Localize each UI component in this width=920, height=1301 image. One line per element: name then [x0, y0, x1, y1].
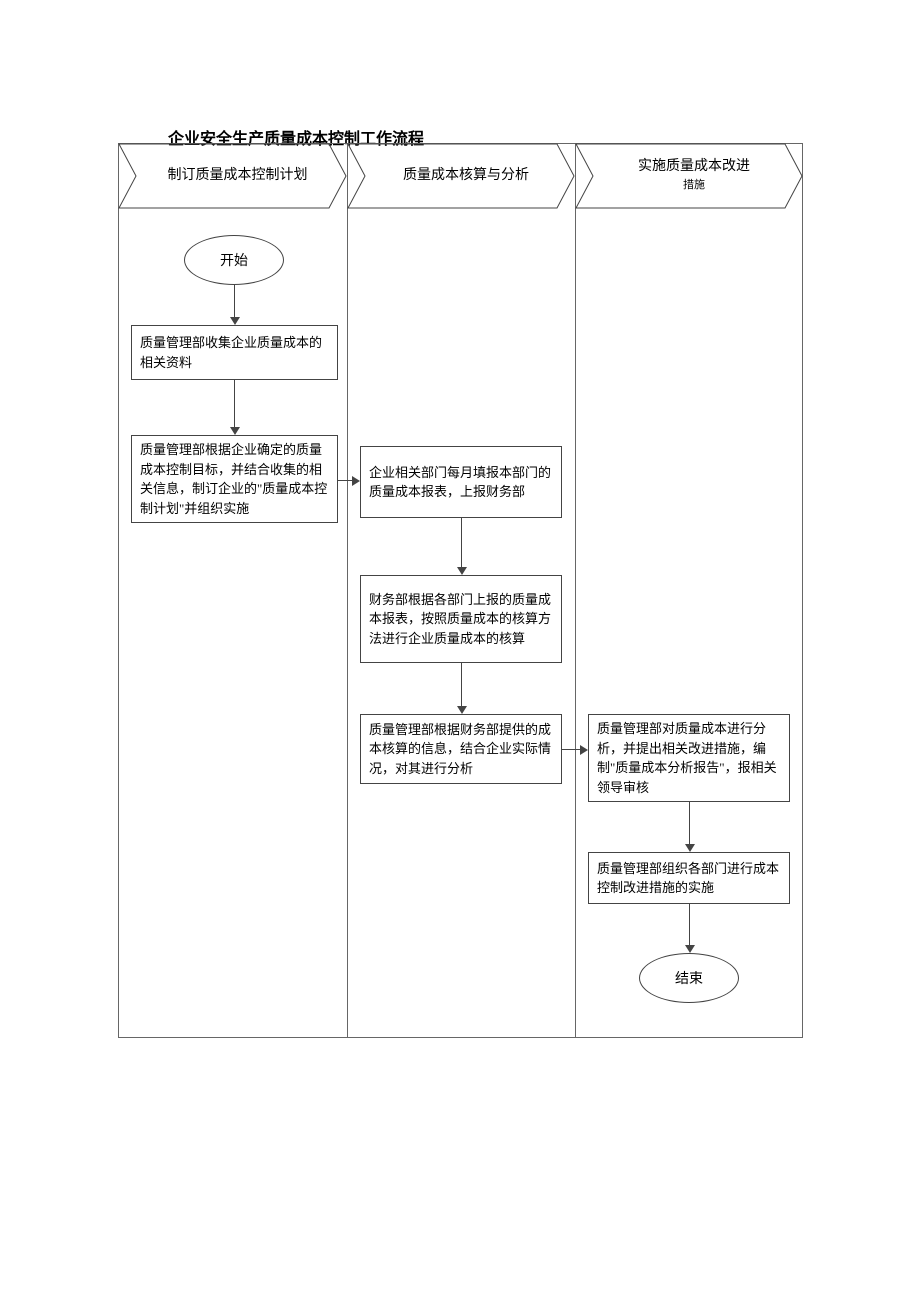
arrowhead-down-icon: [457, 567, 467, 575]
node-p2: 质量管理部根据企业确定的质量成本控制目标，并结合收集的相关信息，制订企业的"质量…: [131, 435, 338, 523]
lane-label: 质量成本核算与分析: [373, 167, 549, 185]
lane-label: 制订质量成本控制计划: [138, 167, 328, 185]
arrowhead-down-icon: [230, 427, 240, 435]
arrowhead-right-icon: [580, 745, 588, 755]
node-p7: 质量管理部组织各部门进行成本控制改进措施的实施: [588, 852, 790, 904]
node-end: 结束: [639, 953, 739, 1003]
node-p5: 质量管理部根据财务部提供的成本核算的信息，结合企业实际情况，对其进行分析: [360, 714, 562, 784]
edge-p2-p3: [338, 480, 352, 481]
arrowhead-down-icon: [230, 317, 240, 325]
edge-p3-p4: [461, 518, 462, 567]
node-p1: 质量管理部收集企业质量成本的相关资料: [131, 325, 338, 380]
lane-header-lane3: 实施质量成本改进措施: [575, 143, 803, 209]
edge-p1-p2: [234, 380, 235, 427]
arrowhead-right-icon: [352, 476, 360, 486]
edge-p7-end: [689, 904, 690, 945]
lane-label: 实施质量成本改进措施: [608, 158, 770, 194]
edge-p4-p5: [461, 663, 462, 706]
lane-header-lane2: 质量成本核算与分析: [347, 143, 575, 209]
swimlane-divider-1: [575, 143, 576, 1038]
node-p3: 企业相关部门每月填报本部门的质量成本报表，上报财务部: [360, 446, 562, 518]
edge-p5-p6: [562, 749, 580, 750]
edge-p6-p7: [689, 802, 690, 844]
node-start: 开始: [184, 235, 284, 285]
arrowhead-down-icon: [685, 844, 695, 852]
edge-start-p1: [234, 285, 235, 317]
node-p4: 财务部根据各部门上报的质量成本报表，按照质量成本的核算方法进行企业质量成本的核算: [360, 575, 562, 663]
node-p6: 质量管理部对质量成本进行分析，并提出相关改进措施，编制"质量成本分析报告"，报相…: [588, 714, 790, 802]
swimlane-divider-0: [347, 143, 348, 1038]
arrowhead-down-icon: [685, 945, 695, 953]
lane-header-lane1: 制订质量成本控制计划: [118, 143, 347, 209]
arrowhead-down-icon: [457, 706, 467, 714]
